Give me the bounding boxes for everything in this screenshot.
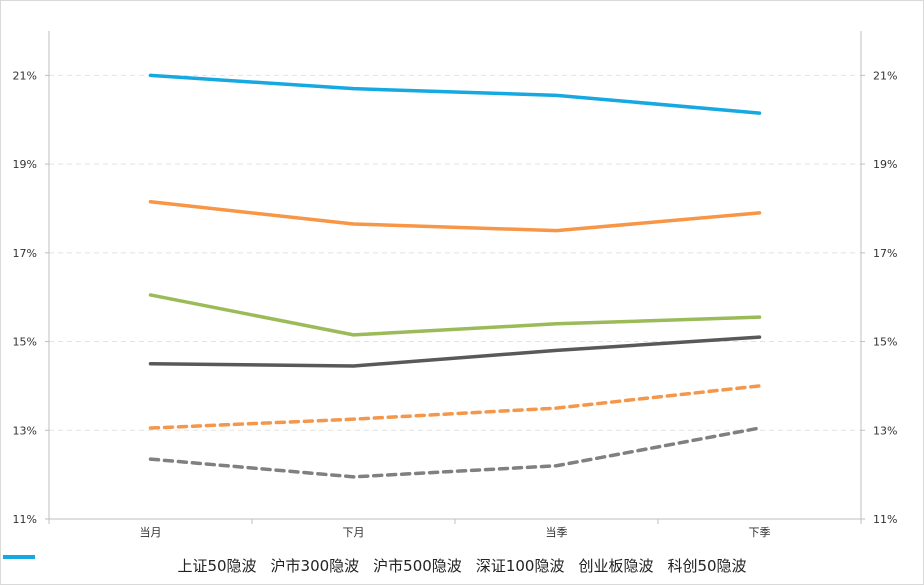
- legend-swatch: [3, 555, 35, 559]
- legend-item: 深证100隐波: [3, 555, 565, 576]
- y-tick-label-left: 11%: [13, 513, 37, 526]
- legend: 上证50隐波 沪市300隐波 沪市500隐波 深证100隐波 创业板隐波 科创50隐波: [1, 553, 923, 577]
- x-tick-label: 当月: [140, 525, 162, 539]
- y-tick-label-right: 21%: [873, 69, 897, 82]
- x-tick-label: 下月: [343, 526, 365, 539]
- legend-item: 科创50隐波: [3, 555, 747, 576]
- series-line: [148, 335, 762, 368]
- x-tick-label: 下季: [749, 526, 771, 539]
- y-tick-label-left: 13%: [13, 424, 37, 437]
- y-tick-label-left: 21%: [13, 69, 37, 82]
- legend-label: 上证50隐波: [177, 556, 257, 575]
- series-line: [148, 426, 762, 479]
- legend-item: 上证50隐波: [3, 555, 257, 576]
- series-line: [148, 293, 762, 337]
- y-tick-label-left: 19%: [13, 158, 37, 171]
- y-tick-label-left: 15%: [13, 336, 37, 349]
- legend-item: 创业板隐波: [3, 555, 654, 576]
- legend-label: 创业板隐波: [578, 556, 654, 575]
- y-tick-label-left: 17%: [13, 247, 37, 260]
- legend-label: 沪市500隐波: [373, 556, 462, 575]
- y-tick-label-right: 17%: [873, 247, 897, 260]
- series-line: [148, 200, 762, 233]
- y-tick-label-right: 19%: [873, 158, 897, 171]
- legend-label: 深证100隐波: [475, 556, 565, 575]
- legend-label: 科创50隐波: [667, 556, 747, 575]
- legend-label: 沪市300隐波: [270, 556, 360, 575]
- series-line: [148, 384, 762, 430]
- x-tick-label: 当季: [546, 525, 568, 539]
- series-line: [148, 73, 762, 115]
- legend-item: 沪市500隐波: [3, 555, 462, 576]
- y-tick-label-right: 11%: [873, 513, 897, 526]
- legend-item: 沪市300隐波: [3, 555, 360, 576]
- y-tick-label-right: 15%: [873, 336, 897, 349]
- y-tick-label-right: 13%: [873, 424, 897, 437]
